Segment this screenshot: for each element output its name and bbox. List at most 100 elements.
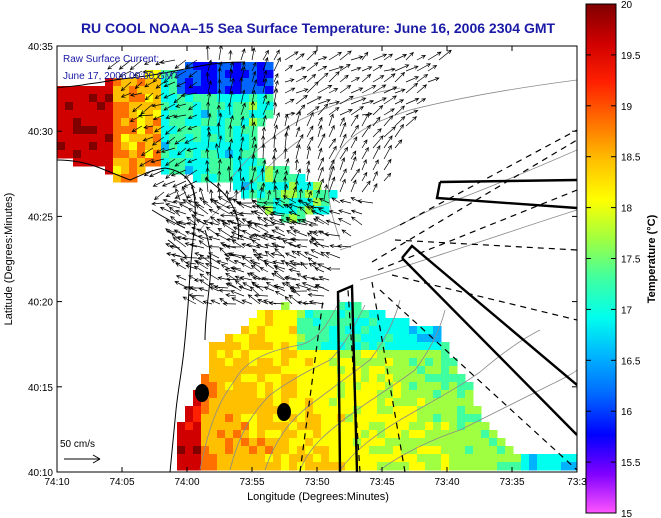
sst-cell — [233, 358, 242, 367]
current-arrow-icon — [296, 273, 308, 281]
current-arrow-icon — [317, 166, 324, 182]
current-arrow-icon — [165, 243, 176, 248]
sst-cell — [145, 142, 154, 151]
current-arrow-icon — [350, 55, 364, 61]
sst-cell — [249, 406, 258, 415]
sst-cell — [457, 406, 466, 415]
sst-cell — [185, 126, 194, 135]
sst-cell — [425, 382, 434, 391]
sst-cell — [377, 398, 386, 407]
sst-cell — [289, 422, 298, 431]
sst-cell — [537, 462, 546, 471]
sst-cell — [225, 358, 234, 367]
sst-cell — [177, 430, 186, 439]
sst-cell — [233, 350, 242, 359]
sst-cell — [225, 150, 234, 159]
sst-cell — [241, 134, 250, 143]
sst-cell — [449, 422, 458, 431]
sst-cell — [289, 454, 298, 463]
sst-cell — [521, 454, 530, 463]
sst-cell — [129, 150, 138, 159]
sst-cell — [113, 86, 122, 95]
current-arrow-icon — [372, 84, 387, 94]
sst-cell — [233, 342, 242, 351]
current-arrow-icon — [284, 78, 295, 83]
sst-cell — [465, 422, 474, 431]
shipping-lane — [299, 299, 324, 472]
current-arrow-icon — [314, 267, 325, 273]
sst-cell — [297, 430, 306, 439]
sst-cell — [137, 102, 146, 111]
current-arrow-icon — [259, 267, 269, 273]
current-arrow-icon — [306, 287, 319, 292]
sst-cell — [305, 198, 314, 207]
sst-cell — [297, 390, 306, 399]
current-arrow-icon — [180, 92, 198, 98]
x-tick-label: 73:50 — [304, 477, 329, 488]
sst-cell — [289, 398, 298, 407]
current-arrow-icon — [383, 73, 396, 83]
sst-cell — [377, 462, 386, 471]
sst-cell — [305, 190, 314, 199]
sst-cell — [417, 334, 426, 343]
sst-cell — [281, 462, 290, 471]
sst-cell — [313, 358, 322, 367]
sst-cell — [385, 462, 394, 471]
sst-cell — [297, 366, 306, 375]
sst-cell — [321, 446, 330, 455]
sst-cell — [65, 126, 74, 135]
colorbar-tick-label: 16 — [621, 407, 633, 418]
sst-cell — [385, 374, 394, 383]
current-arrow-icon — [416, 98, 427, 105]
sst-cell — [113, 166, 122, 175]
sst-cell — [305, 390, 314, 399]
sst-cell — [409, 422, 418, 431]
current-arrow-icon — [154, 92, 165, 99]
current-arrow-icon — [326, 266, 341, 271]
current-arrow-icon — [176, 125, 187, 132]
sst-cell — [201, 86, 210, 95]
sst-cell — [201, 406, 210, 415]
sst-cell — [273, 206, 282, 215]
current-arrow-icon — [249, 259, 261, 265]
sst-cell — [145, 78, 154, 87]
sst-cell — [569, 454, 577, 463]
sst-cell — [353, 366, 362, 375]
sst-cell — [105, 158, 114, 167]
current-arrow-icon — [416, 55, 426, 61]
current-arrow-icon — [217, 158, 222, 171]
sst-cell — [329, 462, 338, 471]
current-arrow-icon — [339, 157, 346, 171]
sst-cell — [65, 118, 74, 127]
current-arrow-icon — [372, 135, 384, 149]
current-arrow-icon — [273, 169, 279, 182]
sst-cell — [233, 366, 242, 375]
sst-cell — [113, 94, 122, 103]
sst-cell — [217, 126, 226, 135]
current-arrow-icon — [247, 294, 261, 305]
sst-cell — [185, 150, 194, 159]
current-arrow-icon — [339, 146, 349, 160]
sst-cell — [449, 382, 458, 391]
current-arrow-icon — [216, 122, 221, 138]
current-arrow-icon — [191, 226, 205, 233]
sst-cell — [289, 406, 298, 415]
current-arrow-icon — [193, 265, 205, 273]
sst-cell — [313, 182, 322, 191]
sst-cell — [225, 78, 234, 87]
current-arrow-icon — [295, 53, 305, 61]
sst-cell — [441, 350, 450, 359]
sst-cell — [177, 110, 186, 119]
sst-cell — [377, 326, 386, 335]
current-arrow-icon — [268, 301, 285, 306]
current-arrow-icon — [281, 282, 293, 289]
current-arrow-icon — [383, 86, 398, 94]
sst-cell — [209, 118, 218, 127]
sst-cell — [353, 406, 362, 415]
sst-cell — [201, 62, 210, 71]
current-arrow-icon — [256, 204, 269, 217]
sst-cell — [321, 406, 330, 415]
sst-cell — [417, 422, 426, 431]
sst-cell — [345, 422, 354, 431]
sst-cell — [137, 86, 146, 95]
